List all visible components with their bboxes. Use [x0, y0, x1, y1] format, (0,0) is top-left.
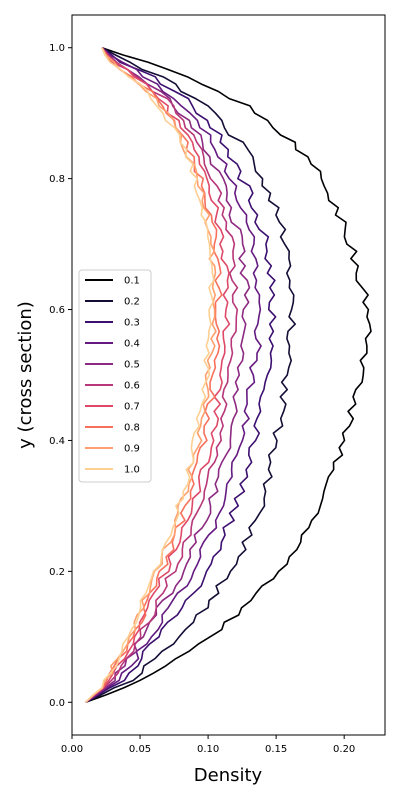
series-line-0-1 — [85, 46, 372, 704]
legend-label-0-7: 0.7 — [124, 402, 140, 413]
legend-label-0-4: 0.4 — [124, 339, 140, 350]
series-line-0-5 — [85, 47, 251, 703]
y-axis-ticks: 0.0 0.2 0.4 0.6 0.8 1.0 — [49, 43, 72, 709]
y-axis-label: y (cross section) — [15, 301, 36, 449]
series-line-1-0 — [85, 47, 215, 703]
y-tick-label: 1.0 — [49, 43, 65, 54]
series-line-0-6 — [85, 47, 239, 703]
y-tick-label: 0.2 — [49, 567, 65, 578]
y-tick-label: 0.4 — [49, 436, 65, 447]
x-axis-label: Density — [194, 765, 263, 786]
legend-label-0-2: 0.2 — [124, 297, 140, 308]
series-line-0-3 — [85, 47, 277, 703]
x-tick-label: 0.00 — [61, 744, 83, 755]
y-tick-label: 0.0 — [49, 698, 65, 709]
legend-label-0-6: 0.6 — [124, 381, 140, 392]
x-tick-label: 0.20 — [333, 744, 355, 755]
legend-label-0-1: 0.1 — [124, 276, 140, 287]
plot-frame — [71, 14, 386, 736]
y-tick-label: 0.6 — [49, 305, 65, 316]
legend-label-0-5: 0.5 — [124, 360, 140, 371]
series-line-0-4 — [85, 47, 262, 703]
x-tick-label: 0.10 — [197, 744, 219, 755]
legend-label-1-0: 1.0 — [124, 465, 140, 476]
series-line-0-7 — [85, 47, 231, 703]
y-tick-label: 0.8 — [49, 174, 65, 185]
series-line-0-2 — [85, 47, 297, 703]
series-layer — [85, 46, 372, 704]
legend-label-0-3: 0.3 — [124, 318, 140, 329]
legend-label-0-9: 0.9 — [124, 444, 140, 455]
x-tick-label: 0.05 — [129, 744, 151, 755]
legend: 0.1 0.2 0.3 0.4 0.5 0.6 0.7 0.8 0.9 1.0 — [78, 269, 152, 483]
x-axis-ticks: 0.00 0.05 0.10 0.15 0.20 — [61, 735, 355, 755]
x-tick-label: 0.15 — [265, 744, 287, 755]
legend-label-0-8: 0.8 — [124, 423, 140, 434]
